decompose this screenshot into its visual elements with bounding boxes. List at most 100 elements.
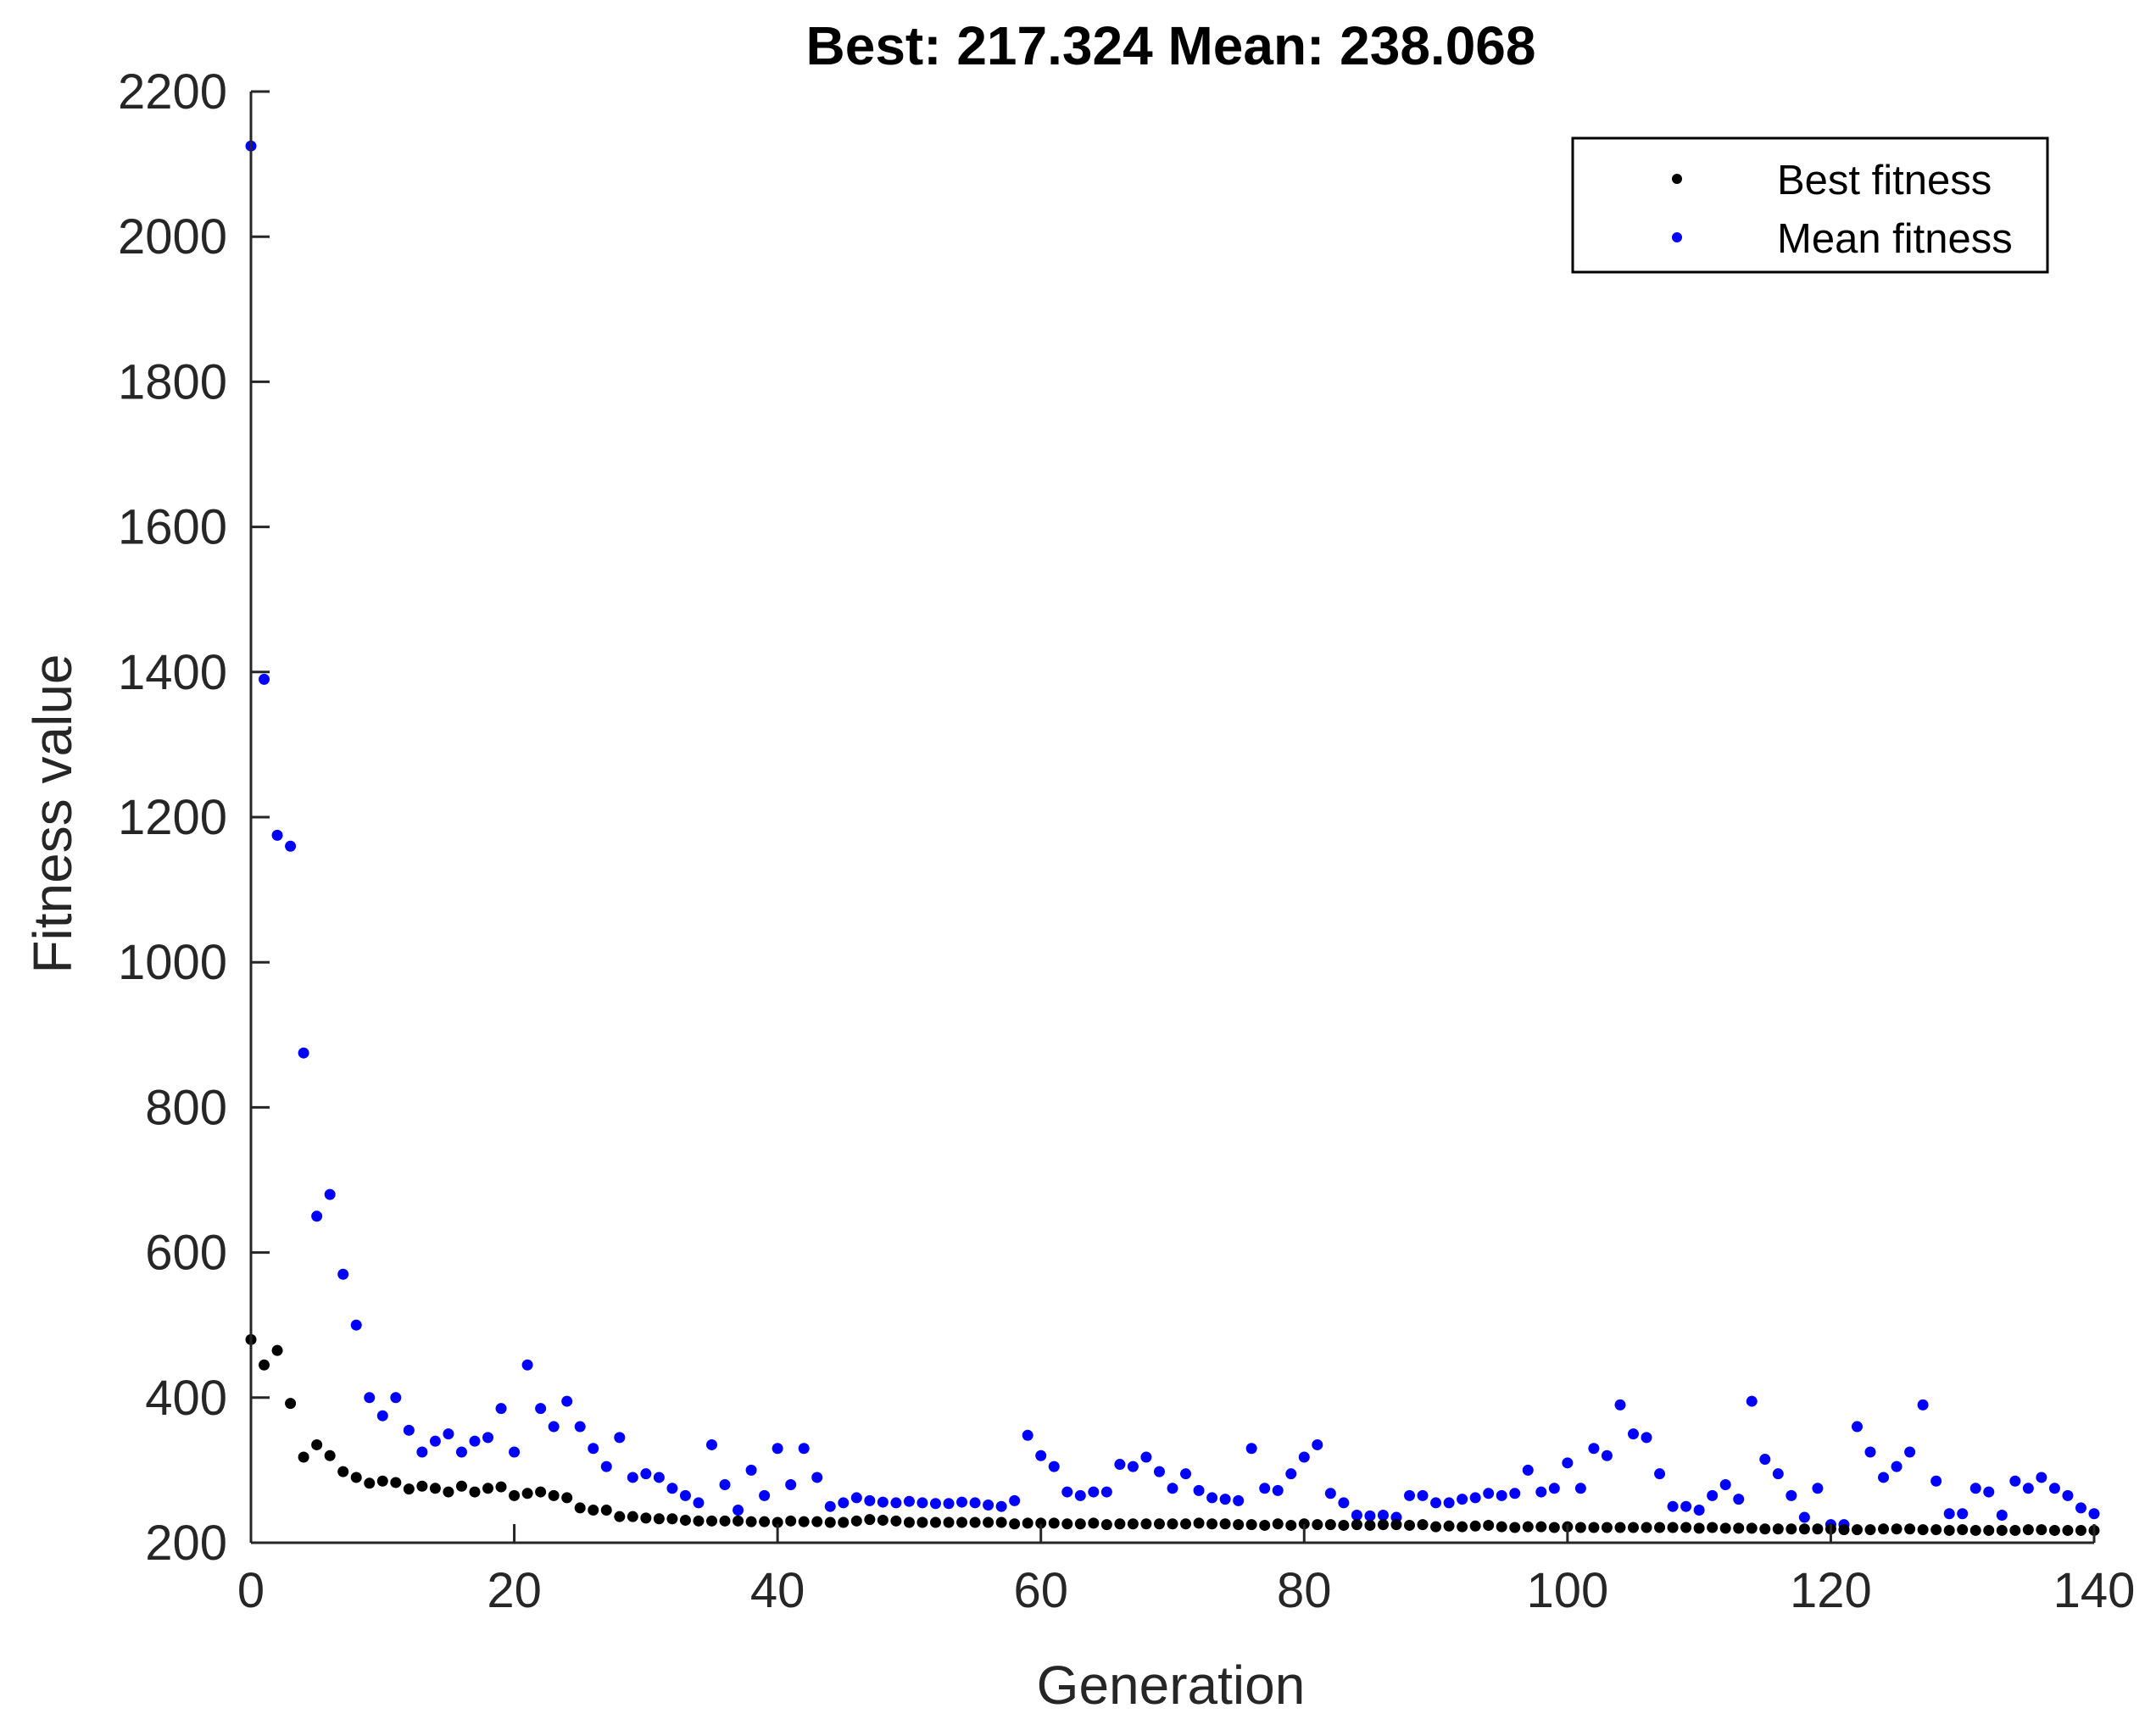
- mean-fitness-point: [364, 1392, 376, 1404]
- mean-fitness-point: [469, 1435, 481, 1447]
- mean-fitness-point: [640, 1468, 652, 1480]
- mean-fitness-point: [2088, 1508, 2100, 1520]
- mean-fitness-point: [1562, 1457, 1574, 1469]
- best-fitness-point: [429, 1483, 441, 1494]
- mean-fitness-point: [1667, 1500, 1679, 1512]
- y-tick-label: 200: [145, 1516, 227, 1571]
- best-fitness-point: [1996, 1524, 2008, 1536]
- best-fitness-point: [969, 1516, 981, 1528]
- mean-fitness-point: [1417, 1489, 1429, 1501]
- mean-fitness-point: [943, 1498, 955, 1510]
- mean-fitness-point: [1061, 1486, 1073, 1498]
- best-fitness-point: [995, 1516, 1007, 1528]
- mean-fitness-point: [850, 1492, 862, 1504]
- best-fitness-point: [1404, 1519, 1416, 1531]
- best-fitness-point: [2075, 1524, 2086, 1536]
- mean-fitness-point: [745, 1464, 757, 1476]
- mean-fitness-point: [995, 1500, 1007, 1512]
- best-fitness-point: [1864, 1524, 1876, 1536]
- mean-fitness-point: [1457, 1494, 1468, 1505]
- best-fitness-point: [1957, 1524, 1969, 1536]
- best-fitness-point: [1878, 1523, 1890, 1535]
- best-fitness-point: [1496, 1521, 1507, 1533]
- mean-fitness-point: [574, 1421, 586, 1433]
- best-fitness-point: [2048, 1524, 2060, 1536]
- mean-fitness-point: [1759, 1454, 1771, 1466]
- legend-marker-mean-fitness: [1672, 232, 1682, 242]
- best-fitness-point: [1983, 1524, 1995, 1536]
- mean-fitness-point: [903, 1495, 915, 1507]
- best-fitness-point: [1206, 1518, 1218, 1530]
- mean-fitness-point: [1574, 1483, 1586, 1494]
- mean-fitness-point: [1324, 1488, 1336, 1500]
- mean-fitness-point: [561, 1395, 573, 1407]
- y-axis-ticks: 200 400 600 800 1000 1200 1400 1600 1800 2000 2200: [118, 64, 270, 1571]
- mean-fitness-point: [1338, 1497, 1350, 1509]
- mean-fitness-point: [259, 673, 270, 685]
- best-fitness-point: [785, 1515, 797, 1527]
- best-fitness-point: [1943, 1524, 1955, 1536]
- best-fitness-point: [929, 1516, 941, 1528]
- best-fitness-point: [403, 1483, 415, 1495]
- mean-fitness-point: [1943, 1508, 1955, 1520]
- mean-fitness-point: [864, 1494, 876, 1506]
- mean-fitness-point: [1312, 1438, 1323, 1450]
- best-fitness-point: [548, 1489, 560, 1501]
- mean-fitness-point: [600, 1461, 612, 1472]
- best-fitness-point: [1324, 1519, 1336, 1531]
- best-fitness-point: [877, 1514, 889, 1526]
- mean-fitness-point: [653, 1472, 665, 1483]
- best-fitness-point: [824, 1516, 836, 1528]
- mean-fitness-point: [1100, 1486, 1112, 1498]
- mean-fitness-point: [1245, 1443, 1257, 1455]
- best-fitness-point: [1588, 1522, 1600, 1533]
- mean-fitness-point: [798, 1443, 810, 1455]
- y-tick-label: 2000: [118, 209, 227, 264]
- best-fitness-point: [1535, 1521, 1547, 1533]
- best-fitness-point: [1114, 1518, 1126, 1530]
- best-fitness-point: [1074, 1518, 1086, 1530]
- best-fitness-point: [271, 1344, 283, 1356]
- mean-fitness-point: [1167, 1483, 1178, 1494]
- best-fitness-point: [1100, 1519, 1112, 1531]
- y-tick-label: 1000: [118, 935, 227, 990]
- mean-fitness-point: [337, 1268, 349, 1280]
- mean-fitness-point: [1917, 1399, 1929, 1410]
- best-fitness-point: [390, 1477, 402, 1488]
- best-fitness-point: [509, 1489, 521, 1501]
- mean-fitness-point: [733, 1504, 744, 1516]
- best-fitness-point: [666, 1513, 678, 1525]
- mean-fitness-point: [785, 1479, 797, 1491]
- best-fitness-point: [1746, 1522, 1758, 1534]
- series-best-fitness: [245, 1333, 2100, 1536]
- best-fitness-point: [1167, 1518, 1178, 1530]
- best-fitness-point: [811, 1516, 823, 1527]
- best-fitness-point: [1035, 1517, 1047, 1529]
- best-fitness-point: [1483, 1519, 1495, 1531]
- best-fitness-point: [600, 1504, 612, 1516]
- best-fitness-point: [956, 1516, 968, 1528]
- best-fitness-point: [469, 1486, 481, 1498]
- best-fitness-point: [1430, 1521, 1442, 1533]
- y-tick-label: 1200: [118, 790, 227, 845]
- mean-fitness-point: [1864, 1446, 1876, 1458]
- mean-fitness-point: [1786, 1489, 1797, 1501]
- best-fitness-point: [376, 1475, 388, 1487]
- best-fitness-point: [1798, 1523, 1810, 1535]
- best-fitness-point: [1838, 1524, 1850, 1536]
- best-fitness-point: [1259, 1519, 1271, 1531]
- x-axis-ticks: 0 20 40 60 80 100 120 140: [237, 1524, 2135, 1618]
- mean-fitness-point: [1878, 1472, 1890, 1483]
- best-fitness-point: [838, 1516, 850, 1528]
- mean-fitness-point: [416, 1446, 428, 1458]
- legend-label-best-fitness: Best fitness: [1777, 158, 1992, 203]
- x-tick-label: 0: [237, 1563, 265, 1618]
- y-tick-label: 1600: [118, 500, 227, 555]
- mean-fitness-point: [1680, 1500, 1692, 1512]
- mean-fitness-point: [1114, 1459, 1126, 1471]
- mean-fitness-point: [1272, 1484, 1284, 1496]
- x-tick-label: 80: [1277, 1563, 1332, 1618]
- mean-fitness-point: [1957, 1508, 1969, 1520]
- best-fitness-point: [482, 1483, 494, 1494]
- best-fitness-point: [983, 1516, 994, 1528]
